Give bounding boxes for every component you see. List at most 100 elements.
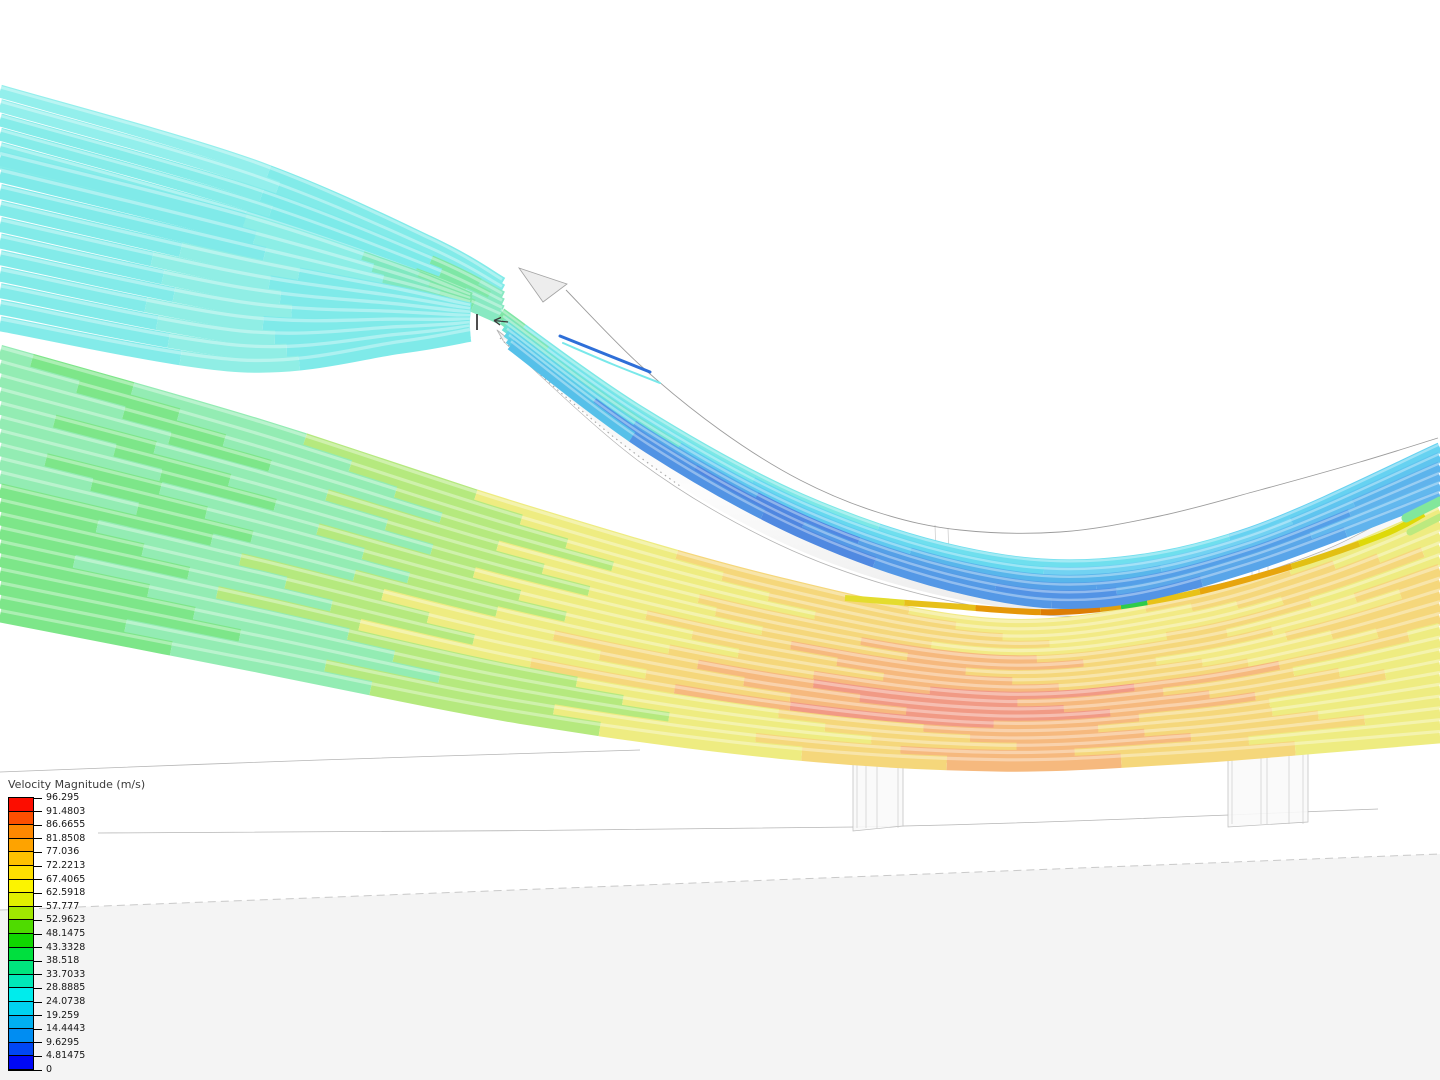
streamline-segment <box>501 321 1440 586</box>
streamline-segment <box>0 386 1440 656</box>
ground-fill <box>0 854 1440 1080</box>
legend-color-cell <box>9 1015 33 1030</box>
streamline-fragment <box>558 334 652 374</box>
streamline-segment <box>0 441 1440 685</box>
legend-color-cell <box>9 1042 33 1057</box>
legend-color-cell <box>9 1029 33 1043</box>
streamline-segment <box>0 524 1440 729</box>
streamline-segment <box>497 308 1440 571</box>
legend-tick-label: 62.5918 <box>46 887 86 899</box>
streamline-highlight <box>0 267 471 323</box>
streamline-segment <box>0 184 473 314</box>
streamline-segment <box>0 344 1440 634</box>
legend-tick-label: 0 <box>46 1064 53 1075</box>
streamline-segment <box>497 308 1440 571</box>
legend-color-cell <box>9 947 33 962</box>
legend-color-cell <box>9 1056 33 1070</box>
legend-tick-label: 81.8508 <box>46 832 86 844</box>
streamline-segment <box>0 200 472 318</box>
streamline-fragment <box>1406 513 1440 536</box>
streamline-segment <box>0 538 1440 736</box>
streamline-segment <box>0 538 1440 736</box>
streamline-segment <box>0 497 1440 714</box>
streamline-highlight <box>0 608 1440 762</box>
streamline-segment <box>0 607 1440 772</box>
legend-tick-label: 52.9623 <box>46 914 86 926</box>
streamline-segment <box>0 483 1440 707</box>
streamline-highlight <box>0 511 1440 711</box>
legend-tick <box>33 879 42 881</box>
streamline-highlight <box>0 581 1440 747</box>
streamline-segment <box>499 315 1440 579</box>
streamline-segment <box>505 334 1440 602</box>
streamline-segment <box>0 455 1440 692</box>
legend-color-cell <box>9 825 33 839</box>
legend-tick <box>33 838 42 840</box>
streamlines-wing-top-band <box>497 308 1440 610</box>
streamline-segment <box>0 217 472 321</box>
legend-tick-label: 86.6655 <box>46 819 86 831</box>
ground-edge-line <box>0 853 1440 911</box>
streamline-highlight <box>0 128 503 302</box>
streamline-segment <box>0 400 1440 663</box>
streamline-highlight <box>0 284 471 335</box>
geometry-edge-line <box>0 749 641 773</box>
streamline-segment <box>0 497 1440 714</box>
legend-tick-label: 4.81475 <box>46 1050 86 1062</box>
underwing-jet <box>844 511 1426 616</box>
streamline-segment <box>0 299 471 359</box>
streamline-segment <box>0 358 1440 641</box>
legend-tick <box>33 1015 42 1017</box>
streamline-segment <box>0 594 1440 765</box>
arrow-cursor-icon <box>493 316 502 322</box>
streamline-highlight <box>0 525 1440 718</box>
streamline-highlight <box>0 359 1440 631</box>
legend-tick <box>33 906 42 908</box>
streamline-highlight <box>0 201 471 307</box>
streamline-segment <box>0 386 1440 656</box>
streamline-highlight <box>0 484 1440 696</box>
streamline-segment <box>844 511 1426 616</box>
legend-tick <box>33 824 42 826</box>
streamline-segment <box>0 151 473 307</box>
streamline-highlight <box>0 251 471 318</box>
streamline-highlight <box>504 321 1440 579</box>
arrow-cursor-icon <box>493 319 509 323</box>
legend-color-cell <box>9 893 33 907</box>
streamline-segment <box>507 340 1440 610</box>
streamline-segment <box>0 113 505 304</box>
legend-tick-label: 96.295 <box>46 792 80 803</box>
streamline-segment <box>844 511 1426 616</box>
streamline-segment <box>0 84 506 290</box>
streamline-segment <box>0 316 472 373</box>
streamline-segment <box>0 441 1440 685</box>
streamline-highlight <box>0 595 1440 755</box>
streamline-segment <box>0 580 1440 758</box>
arrow-cursor-icon <box>493 319 501 326</box>
streamline-highlight <box>0 317 471 363</box>
streamline-fragment <box>562 342 661 384</box>
streamline-segment <box>0 607 1440 772</box>
streamline-segment <box>0 400 1440 663</box>
streamline-segment <box>0 200 472 318</box>
streamline-segment <box>844 511 1426 616</box>
streamlines-lower-fan <box>0 344 1440 772</box>
mouse-cursor <box>476 314 509 330</box>
streamline-segment <box>0 511 1440 721</box>
streamline-segment <box>0 455 1440 692</box>
streamline-segment <box>0 552 1440 743</box>
streamline-segment <box>0 414 1440 670</box>
streamline-highlight <box>0 539 1440 726</box>
legend-tick <box>33 1069 42 1071</box>
streamline-highlight <box>0 114 503 295</box>
streamline-segment <box>0 566 1440 750</box>
legend-tick-label: 67.4065 <box>46 873 86 885</box>
streamline-segment <box>0 428 1440 678</box>
streamline-segment <box>503 327 1440 594</box>
streamline-segment <box>0 441 1440 685</box>
streamline-highlight <box>0 218 471 311</box>
legend-tick <box>33 851 42 853</box>
streamline-segment <box>0 414 1440 670</box>
